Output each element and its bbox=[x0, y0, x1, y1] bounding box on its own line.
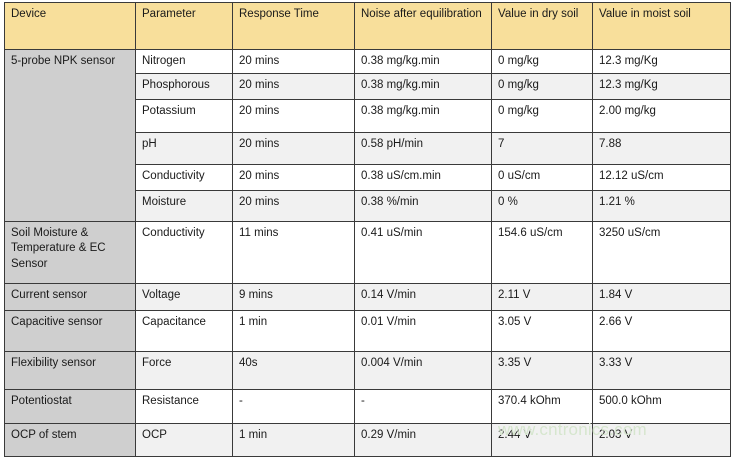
table-row: Potassium 20 mins 0.38 mg/kg.min 0 mg/kg… bbox=[5, 99, 731, 134]
noise-cell: 0.01 V/min bbox=[354, 310, 492, 353]
device-name-cell: Flexibility sensor bbox=[4, 351, 136, 391]
value-dry-cell: 3.35 V bbox=[491, 351, 593, 391]
device-name-cell: Capacitive sensor bbox=[4, 310, 136, 353]
response-time-cell: 20 mins bbox=[232, 73, 355, 101]
parameter-cell: OCP bbox=[135, 423, 233, 457]
value-dry-cell: 2.44 V bbox=[491, 423, 593, 457]
device-name-cell: OCP of stem bbox=[4, 423, 136, 457]
table-row: 5-probe NPK sensor Nitrogen 20 mins 0.38… bbox=[4, 48, 731, 223]
response-time-cell: 1 min bbox=[232, 310, 355, 353]
parameter-cell: Resistance bbox=[135, 389, 233, 425]
table-row: Conductivity 20 mins 0.38 uS/cm.min 0 uS… bbox=[5, 164, 731, 192]
table-row: Potentiostat Resistance - - 370.4 kOhm 5… bbox=[4, 389, 731, 425]
value-moist-cell: 3.33 V bbox=[592, 351, 731, 391]
value-moist-cell: 2.00 mg/kg bbox=[592, 99, 731, 134]
parameter-cell: Force bbox=[135, 351, 233, 391]
response-time-cell: 20 mins bbox=[232, 132, 355, 166]
noise-cell: 0.38 %/min bbox=[354, 190, 492, 223]
device-name-cell: Soil Moisture & Temperature & EC Sensor bbox=[4, 221, 136, 285]
value-moist-cell: 2.03 V bbox=[592, 423, 731, 457]
table-row: pH 20 mins 0.58 pH/min 7 7.88 bbox=[5, 132, 731, 166]
value-dry-cell: 0 mg/kg bbox=[491, 48, 593, 75]
parameter-cell: Voltage bbox=[135, 283, 233, 312]
value-dry-cell: 7 bbox=[491, 132, 593, 166]
parameter-cell: Conductivity bbox=[135, 164, 233, 192]
parameter-cell: pH bbox=[135, 132, 233, 166]
table-row: Capacitive sensor Capacitance 1 min 0.01… bbox=[4, 310, 731, 353]
noise-cell: 0.58 pH/min bbox=[354, 132, 492, 166]
column-header-response-time: Response Time bbox=[232, 2, 355, 50]
value-moist-cell: 500.0 kOhm bbox=[592, 389, 731, 425]
device-name-cell: 5-probe NPK sensor bbox=[4, 48, 136, 223]
column-header-parameter: Parameter bbox=[135, 2, 233, 50]
noise-cell: 0.41 uS/min bbox=[354, 221, 492, 285]
table-body: 5-probe NPK sensor Nitrogen 20 mins 0.38… bbox=[4, 48, 731, 457]
noise-cell: 0.004 V/min bbox=[354, 351, 492, 391]
column-header-value-moist-soil: Value in moist soil bbox=[592, 2, 731, 50]
value-moist-cell: 12.3 mg/Kg bbox=[592, 73, 731, 101]
noise-cell: 0.38 mg/kg.min bbox=[354, 73, 492, 101]
table-row: Current sensor Voltage 9 mins 0.14 V/min… bbox=[4, 283, 731, 312]
noise-cell: - bbox=[354, 389, 492, 425]
value-dry-cell: 3.05 V bbox=[491, 310, 593, 353]
response-time-cell: 20 mins bbox=[232, 48, 355, 75]
value-dry-cell: 154.6 uS/cm bbox=[491, 221, 593, 285]
value-dry-cell: 0 % bbox=[491, 190, 593, 223]
value-moist-cell: 3250 uS/cm bbox=[592, 221, 731, 285]
noise-cell: 0.38 uS/cm.min bbox=[354, 164, 492, 192]
noise-cell: 0.29 V/min bbox=[354, 423, 492, 457]
value-moist-cell: 12.12 uS/cm bbox=[592, 164, 731, 192]
header-row: Device Parameter Response Time Noise aft… bbox=[4, 2, 731, 50]
value-moist-cell: 7.88 bbox=[592, 132, 731, 166]
parameter-cell: Potassium bbox=[135, 99, 233, 134]
column-header-device: Device bbox=[4, 2, 136, 50]
parameter-cell: Conductivity bbox=[135, 221, 233, 285]
value-moist-cell: 2.66 V bbox=[592, 310, 731, 353]
value-dry-cell: 0 mg/kg bbox=[491, 73, 593, 101]
value-dry-cell: 370.4 kOhm bbox=[491, 389, 593, 425]
table-row: Flexibility sensor Force 40s 0.004 V/min… bbox=[4, 351, 731, 391]
parameter-cell: Capacitance bbox=[135, 310, 233, 353]
parameter-cell: Phosphorous bbox=[135, 73, 233, 101]
value-moist-cell: 1.84 V bbox=[592, 283, 731, 312]
table-header: Device Parameter Response Time Noise aft… bbox=[4, 2, 731, 50]
table-row: Moisture 20 mins 0.38 %/min 0 % 1.21 % bbox=[5, 190, 731, 223]
response-time-cell: 9 mins bbox=[232, 283, 355, 312]
column-header-value-dry-soil: Value in dry soil bbox=[491, 2, 593, 50]
response-time-cell: 1 min bbox=[232, 423, 355, 457]
column-header-noise: Noise after equilibration bbox=[354, 2, 492, 50]
value-dry-cell: 0 mg/kg bbox=[491, 99, 593, 134]
value-moist-cell: 12.3 mg/Kg bbox=[592, 48, 731, 75]
device-name-cell: Potentiostat bbox=[4, 389, 136, 425]
value-dry-cell: 2.11 V bbox=[491, 283, 593, 312]
parameter-cell: Nitrogen bbox=[135, 48, 233, 75]
response-time-cell: 20 mins bbox=[232, 164, 355, 192]
response-time-cell: 40s bbox=[232, 351, 355, 391]
value-dry-cell: 0 uS/cm bbox=[491, 164, 593, 192]
response-time-cell: 20 mins bbox=[232, 190, 355, 223]
response-time-cell: - bbox=[232, 389, 355, 425]
noise-cell: 0.14 V/min bbox=[354, 283, 492, 312]
device-name-cell: Current sensor bbox=[4, 283, 136, 312]
table-row: Phosphorous 20 mins 0.38 mg/kg.min 0 mg/… bbox=[5, 73, 731, 101]
response-time-cell: 11 mins bbox=[232, 221, 355, 285]
table-row: OCP of stem OCP 1 min 0.29 V/min 2.44 V … bbox=[4, 423, 731, 457]
noise-cell: 0.38 mg/kg.min bbox=[354, 48, 492, 75]
sensor-comparison-table: Device Parameter Response Time Noise aft… bbox=[4, 2, 731, 457]
response-time-cell: 20 mins bbox=[232, 99, 355, 134]
value-moist-cell: 1.21 % bbox=[592, 190, 731, 223]
table-row: Soil Moisture & Temperature & EC Sensor … bbox=[4, 221, 731, 285]
parameter-cell: Moisture bbox=[135, 190, 233, 223]
noise-cell: 0.38 mg/kg.min bbox=[354, 99, 492, 134]
